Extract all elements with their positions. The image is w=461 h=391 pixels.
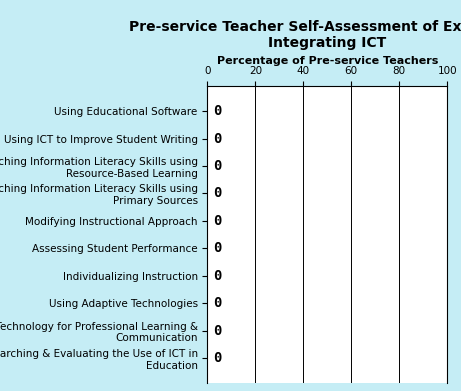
Text: 0: 0	[213, 187, 222, 201]
Text: 0: 0	[213, 159, 222, 173]
X-axis label: Percentage of Pre-service Teachers: Percentage of Pre-service Teachers	[217, 56, 438, 66]
Text: 0: 0	[213, 351, 222, 365]
Text: 0: 0	[213, 132, 222, 145]
Text: 0: 0	[213, 296, 222, 310]
Title: Pre-service Teacher Self-Assessment of Exemplary
Integrating ICT: Pre-service Teacher Self-Assessment of E…	[129, 20, 461, 50]
Text: 0: 0	[213, 241, 222, 255]
Text: 0: 0	[213, 214, 222, 228]
Text: 0: 0	[213, 269, 222, 283]
Text: 0: 0	[213, 324, 222, 337]
Text: 0: 0	[213, 104, 222, 118]
